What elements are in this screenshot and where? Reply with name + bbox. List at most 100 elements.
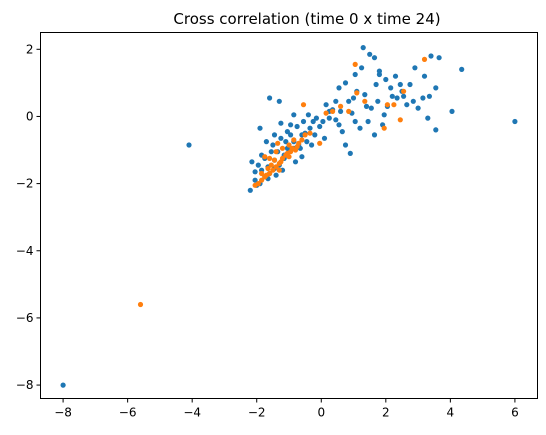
y-tick-label: −6 (16, 311, 34, 325)
axis-ticks: −8 −6 −4 −2 0 2 4 6 −8 −6 −4 −2 0 2 (16, 42, 519, 419)
data-point (373, 81, 379, 88)
x-tick-label: 4 (447, 406, 455, 420)
data-point (342, 80, 349, 86)
data-point (275, 140, 281, 146)
data-point (278, 135, 284, 141)
data-point (350, 95, 357, 101)
data-point (407, 81, 413, 88)
x-tick-label: 0 (317, 406, 325, 420)
data-point (368, 105, 374, 111)
data-point (270, 142, 276, 148)
data-point (288, 132, 294, 138)
data-point (425, 115, 431, 121)
data-point (336, 85, 342, 91)
series-0 (60, 45, 518, 388)
data-point (389, 93, 395, 99)
data-point (365, 118, 371, 125)
data-point (288, 149, 294, 155)
data-point (360, 45, 366, 51)
data-point (375, 98, 381, 104)
data-point (357, 125, 363, 131)
y-tick-label: 2 (26, 42, 34, 56)
data-point (312, 132, 318, 138)
data-point (296, 140, 302, 146)
data-point (420, 95, 426, 101)
data-point (270, 167, 276, 173)
y-tick-label: −8 (16, 378, 34, 392)
data-point (288, 122, 294, 128)
data-point (371, 132, 378, 138)
data-point (249, 159, 255, 165)
data-point (292, 159, 299, 165)
data-point (299, 137, 305, 143)
data-point (310, 118, 316, 125)
y-tick-label: −4 (16, 244, 34, 258)
x-tick-label: 2 (382, 406, 390, 420)
data-point (401, 93, 407, 99)
data-point (362, 98, 368, 104)
data-point (259, 170, 265, 177)
data-point (262, 154, 268, 160)
data-point (309, 142, 315, 148)
data-point (426, 93, 432, 99)
data-point (257, 125, 263, 131)
data-point (352, 61, 358, 67)
data-point (60, 382, 66, 388)
data-point (459, 66, 465, 72)
data-point (292, 147, 299, 153)
data-point (300, 118, 307, 125)
data-point (278, 159, 284, 165)
data-point (300, 102, 307, 108)
data-point (359, 65, 365, 71)
y-tick-label: 0 (26, 109, 34, 123)
data-point (401, 88, 407, 94)
data-point (421, 56, 428, 63)
data-point (449, 108, 455, 114)
data-point (305, 112, 311, 118)
data-point (383, 76, 389, 83)
data-point (137, 301, 144, 308)
data-point (391, 102, 397, 108)
data-point (338, 108, 344, 114)
data-point (381, 112, 387, 118)
data-point (267, 95, 273, 101)
x-tick-label: −8 (54, 406, 72, 420)
data-point (259, 177, 265, 183)
data-point (294, 123, 300, 130)
data-point (252, 182, 258, 188)
data-point (273, 164, 279, 170)
data-point (317, 123, 323, 130)
data-point (307, 125, 313, 131)
data-point (433, 85, 439, 91)
data-point (271, 132, 278, 138)
data-point (339, 129, 345, 135)
data-point (268, 162, 274, 168)
data-point (354, 90, 360, 96)
data-point (421, 73, 428, 79)
data-point (186, 142, 192, 148)
data-point (313, 115, 319, 121)
data-point (317, 140, 323, 146)
y-tick-label: −2 (16, 177, 34, 191)
data-point (283, 139, 289, 145)
data-point (263, 139, 269, 145)
data-point (273, 149, 279, 155)
axes-frame (40, 32, 538, 399)
data-point (286, 154, 292, 160)
data-point (323, 102, 329, 108)
data-point (273, 172, 279, 178)
data-point (307, 130, 313, 136)
data-point (284, 129, 290, 135)
data-point (326, 115, 332, 121)
data-point (336, 122, 342, 128)
data-point (323, 110, 329, 116)
data-point (363, 103, 370, 109)
data-point (436, 55, 442, 61)
data-point (291, 112, 297, 118)
data-point (320, 118, 326, 125)
data-point (302, 132, 308, 138)
data-point (304, 139, 310, 145)
data-point (271, 157, 278, 163)
data-point (291, 137, 297, 143)
